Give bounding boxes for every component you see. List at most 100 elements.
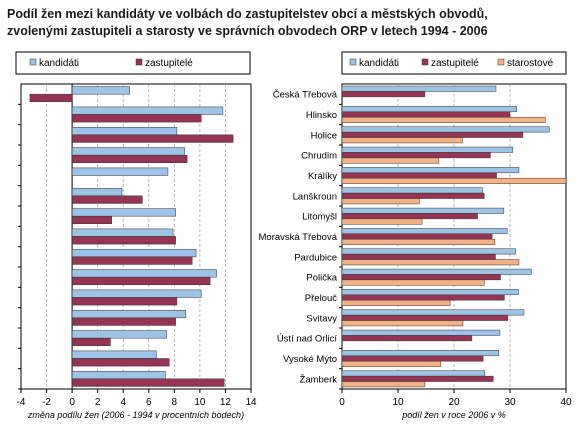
x-tick-label: 0 [69,397,75,408]
bar-zastupitele-prelouc [71,297,178,306]
legend-swatch-kandidati [349,58,357,66]
category-label-vysoke-myto: Vysoké Mýto [283,354,337,365]
x-tick-label: 2 [95,397,101,408]
bar-zastupitele-prelouc [341,294,505,301]
bar-kandidati-vysoke-myto [341,350,500,357]
bar-kandidati-litomysl [341,207,505,214]
legend-label-kandidati: kandidáti [359,58,399,69]
bar-zastupitele-usti-nad-orlici [341,335,473,342]
bar-starostove-moravska-trebova [341,238,496,245]
bar-kandidati-svitavy [71,309,187,319]
bar-kandidati-zamberk [71,370,166,380]
bar-kandidati-pardubice [341,248,516,255]
category-label-usti-nad-orlici: Ústí nad Orlicí [277,334,338,345]
bar-zastupitele-litomysl [341,213,478,220]
bar-kandidati-hlinsko [71,106,224,115]
x-tick-label: 0 [339,397,345,408]
legend-swatch-starostove [497,58,505,66]
bar-kandidati-moravska-trebova [71,228,174,237]
x-axis-label: podíl žen v roce 2006 v % [401,410,506,420]
bar-zastupitele-moravska-trebova [341,233,493,240]
bar-kandidati-chrudim [341,146,514,153]
bar-kandidati-prelouc [71,289,202,298]
bar-zastupitele-hlinsko [71,114,202,123]
chart-title-line1: Podíl žen mezi kandidáty ve volbách do z… [7,7,488,21]
bar-kandidati-prelouc [341,289,519,296]
x-tick-label: 20 [448,397,460,408]
bar-zastupitele-moravska-trebova [71,236,176,245]
bar-kandidati-usti-nad-orlici [71,330,167,339]
bar-kandidati-moravska-trebova [341,228,508,235]
category-label-hlinsko: Hlinsko [306,110,337,121]
bar-starostove-kraliky [341,177,567,184]
legend-label-zastupitele: zastupitelé [145,58,193,69]
bar-starostove-chrudim [341,157,440,164]
bar-kandidati-holice [341,126,550,133]
bar-starostove-prelouc [341,299,451,306]
category-label-moravska-trebova: Moravská Třebová [259,232,338,243]
bar-kandidati-lanskroun [341,187,483,194]
legend-label-starostove: starostové [507,58,554,69]
x-tick-label: -2 [42,397,51,408]
bar-starostove-lanskroun [341,198,420,205]
bar-kandidati-lanskroun [71,187,123,197]
x-tick-label: 10 [392,397,404,408]
bar-starostove-vysoke-myto [341,360,441,367]
bar-zastupitele-chrudim [341,152,491,159]
bar-zastupitele-ceska-trebova [341,91,426,98]
bar-starostove-pardubice [341,259,520,266]
bar-zastupitele-kraliky [341,172,497,179]
category-label-policka: Polička [306,273,337,284]
x-tick-label: -4 [17,397,26,408]
bar-zastupitele-zamberk [71,378,225,387]
bar-kandidati-holice [71,126,178,136]
bar-zastupitele-ceska-trebova [29,93,73,103]
x-tick-label: 4 [120,397,126,408]
x-tick-label: 40 [560,397,572,408]
x-tick-label: 30 [504,397,516,408]
bar-starostove-litomysl [341,218,423,225]
bar-zastupitele-lanskroun [341,192,485,199]
category-label-kraliky: Králíky [308,171,337,182]
bar-zastupitele-holice [341,131,524,138]
x-tick-label: 12 [220,397,232,408]
bar-starostove-holice [341,137,463,144]
bar-kandidati-hlinsko [341,106,517,113]
bar-kandidati-ceska-trebova [341,85,497,92]
bar-zastupitele-pardubice [71,256,193,265]
bar-zastupitele-vysoke-myto [71,358,170,367]
bar-zastupitele-vysoke-myto [341,355,484,362]
bar-zastupitele-holice [71,134,234,143]
bar-kandidati-vysoke-myto [71,350,157,359]
category-label-holice: Holice [311,130,337,141]
legend-swatch-zastupitele [421,58,429,66]
legend-box [341,51,567,75]
bar-zastupitele-pardubice [341,253,496,260]
category-label-prelouc: Přelouč [305,293,337,304]
bar-zastupitele-litomysl [71,215,112,225]
legend-box [15,51,251,75]
bar-starostove-zamberk [341,381,426,388]
legend-swatch-kandidati [29,58,37,66]
bar-zastupitele-svitavy [71,317,176,326]
category-label-litomysl: Litomyšl [302,212,337,223]
category-label-chrudim: Chrudim [301,151,337,162]
x-tick-label: 14 [245,397,257,408]
bar-zastupitele-policka [341,274,501,281]
bar-zastupitele-zamberk [341,375,494,382]
bar-zastupitele-svitavy [341,314,509,321]
bar-kandidati-kraliky [71,167,169,176]
bar-kandidati-policka [71,269,217,278]
category-label-lanskroun: Lanškroun [293,191,337,202]
bar-kandidati-ceska-trebova [71,86,130,95]
category-label-ceska-trebova: Česká Třebová [273,90,338,101]
left-chart-change: kandidáti zastupitelé -4 -2 0 2 4 6 8 10 12 14změna… [15,51,257,420]
chart-title: Podíl žen mezi kandidáty ve volbách do z… [7,6,582,40]
legend-label-kandidati: kandidáti [39,58,79,69]
x-tick-label: 10 [194,397,206,408]
bar-kandidati-policka [341,268,532,275]
bar-kandidati-litomysl [71,208,176,217]
bar-zastupitele-hlinsko [341,111,511,118]
bar-zastupitele-usti-nad-orlici [71,337,111,347]
